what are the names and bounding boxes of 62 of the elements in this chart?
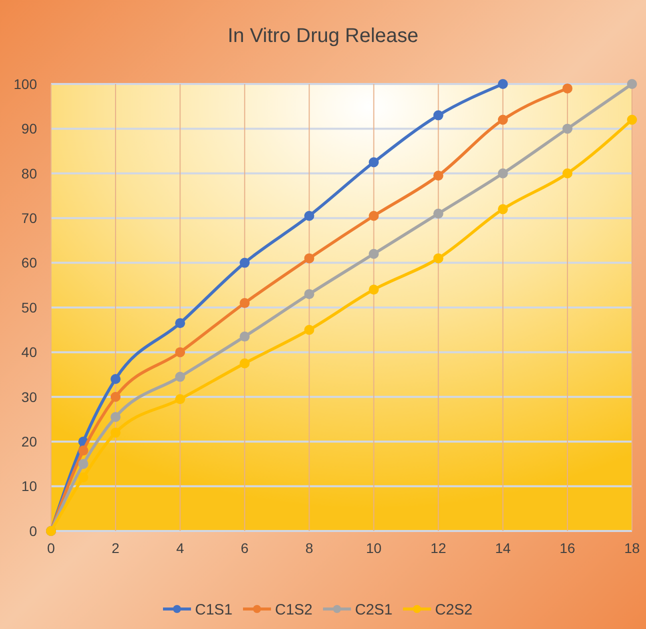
y-tick-label: 100: [14, 76, 38, 92]
legend-label: C2S1: [355, 601, 393, 618]
point: [368, 284, 379, 295]
x-tick-label: 0: [47, 540, 56, 556]
x-tick-label: 6: [240, 540, 249, 556]
y-tick-label: 0: [29, 522, 38, 539]
point: [498, 204, 508, 214]
point: [240, 358, 250, 368]
y-tick-label: 70: [21, 210, 38, 226]
point: [78, 446, 88, 456]
y-tick-label: 80: [21, 165, 38, 182]
y-tick-label: 30: [21, 388, 38, 405]
point: [78, 472, 88, 482]
x-tick-label: 14: [495, 540, 511, 556]
point: [498, 79, 508, 89]
legend-label: C2S2: [435, 601, 473, 618]
point: [175, 372, 186, 382]
point: [433, 170, 444, 181]
point: [368, 248, 379, 259]
point: [498, 114, 508, 125]
point: [627, 79, 637, 89]
point: [368, 210, 379, 221]
point: [562, 124, 572, 134]
point: [240, 298, 250, 308]
legend-label: C1S2: [275, 601, 313, 618]
point: [110, 374, 121, 384]
point: [240, 332, 250, 342]
x-tick-label: 2: [112, 540, 120, 556]
point: [368, 157, 379, 168]
point: [175, 347, 186, 358]
x-tick-label: 10: [366, 540, 382, 556]
point: [304, 210, 314, 221]
x-tick-label: 16: [560, 540, 576, 556]
point: [304, 289, 314, 300]
y-tick-label: 20: [21, 434, 38, 450]
point: [433, 110, 444, 120]
point: [240, 258, 250, 268]
point: [433, 208, 444, 219]
point: [498, 168, 508, 178]
legend-label: C1S1: [195, 601, 233, 618]
point: [562, 168, 572, 178]
point: [433, 253, 444, 264]
point: [304, 253, 314, 264]
y-tick-label: 40: [21, 344, 38, 360]
point: [110, 412, 121, 422]
x-tick-label: 12: [430, 540, 446, 556]
y-tick-label: 10: [21, 478, 38, 494]
point: [175, 318, 186, 328]
point: [304, 324, 314, 335]
point: [627, 114, 637, 125]
x-tick-label: 4: [176, 540, 184, 556]
point: [110, 428, 121, 438]
x-tick-label: 8: [305, 540, 314, 556]
x-tick-label: 18: [624, 540, 640, 556]
point: [562, 83, 572, 94]
y-tick-label: 90: [21, 120, 38, 137]
y-tick-label: 60: [21, 254, 38, 271]
point: [78, 458, 88, 469]
point: [110, 392, 121, 402]
y-tick-label: 50: [21, 299, 38, 316]
point: [175, 394, 186, 404]
chart-title: In Vitro Drug Release: [228, 25, 418, 47]
